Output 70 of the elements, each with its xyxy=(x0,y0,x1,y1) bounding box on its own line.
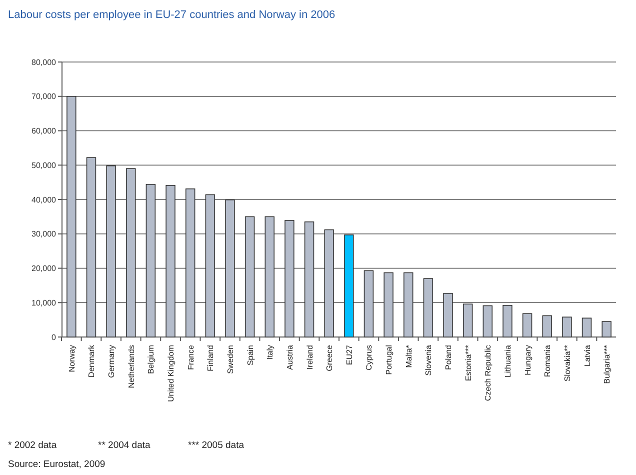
y-tick-label: 40,000 xyxy=(32,195,57,204)
bar xyxy=(404,272,414,338)
bar xyxy=(443,292,453,338)
x-tick-label: Latvia xyxy=(582,344,592,366)
bar xyxy=(582,318,592,338)
x-tick-label: Cyprus xyxy=(364,345,374,370)
bar xyxy=(264,216,274,338)
bar xyxy=(482,305,493,338)
x-tick-label: Lithuania xyxy=(503,344,512,378)
bar xyxy=(462,304,473,338)
x-tick-label: Bulgaria*** xyxy=(602,345,612,384)
bar xyxy=(602,321,612,338)
x-tick-label: Sweden xyxy=(226,345,235,374)
bar xyxy=(66,96,76,338)
x-tick-label: EU27 xyxy=(344,344,354,366)
y-tick-label: 30,000 xyxy=(32,230,57,239)
y-tick-label: 0 xyxy=(52,332,57,342)
bar xyxy=(324,229,334,338)
x-tick-label: Estonia*** xyxy=(464,345,473,382)
x-tick-label: United Kingdom xyxy=(166,344,176,402)
x-tick-label: Austria xyxy=(285,344,294,370)
bar xyxy=(344,234,354,338)
bar xyxy=(106,165,116,338)
bar xyxy=(284,220,294,338)
y-tick-label: 60,000 xyxy=(32,126,57,136)
x-tick-label: Czech Republic xyxy=(484,345,493,402)
y-tick-label: 50,000 xyxy=(32,160,57,170)
source-note: Source: Eurostat, 2009 xyxy=(8,459,106,470)
x-tick-label: France xyxy=(186,344,196,370)
x-tick-label: Netherlands xyxy=(126,345,136,388)
bar xyxy=(502,304,512,338)
x-tick-label: Slovenia xyxy=(424,344,434,376)
y-tick-label: 10,000 xyxy=(32,298,57,308)
bar xyxy=(244,216,255,338)
x-tick-label: Hungary xyxy=(523,345,532,376)
bar xyxy=(364,270,374,338)
x-tick-label: Ireland xyxy=(305,345,314,370)
x-tick-label: Finland xyxy=(206,345,216,372)
chart-title: Labour costs per employee in EU-27 countries and Norway in 2006 xyxy=(8,9,336,21)
x-tick-label: Italy xyxy=(266,345,275,360)
y-tick-label: 20,000 xyxy=(32,264,57,274)
text: * 2002 data xyxy=(8,440,58,451)
x-tick-label: Germany xyxy=(107,345,116,378)
y-tick-label: 70,000 xyxy=(32,92,57,102)
bar xyxy=(304,221,314,338)
x-tick-label: Greece xyxy=(325,344,334,372)
bar xyxy=(522,313,532,338)
y-tick-label: 80,000 xyxy=(32,58,57,67)
text: *** 2005 data xyxy=(188,440,245,451)
x-tick-label: Denmark xyxy=(87,344,96,378)
bar xyxy=(86,157,96,338)
x-tick-label: Portugal xyxy=(384,344,394,375)
x-tick-label: Malta* xyxy=(404,345,414,368)
bar xyxy=(423,278,434,338)
x-tick-label: Romania xyxy=(543,344,552,378)
bar xyxy=(185,188,196,338)
bar xyxy=(384,272,394,338)
x-tick-label: Norway xyxy=(67,345,76,372)
x-tick-label: Belgium xyxy=(146,344,156,374)
bar xyxy=(542,315,552,338)
x-tick-label: Slovakia** xyxy=(562,345,572,382)
bar xyxy=(166,185,176,338)
bar xyxy=(146,184,156,338)
text: ** 2004 data xyxy=(98,440,152,451)
bar xyxy=(225,199,235,338)
bar xyxy=(126,168,136,338)
x-tick-label: Poland xyxy=(444,345,454,370)
x-tick-label: Spain xyxy=(246,345,255,366)
bar xyxy=(562,316,572,338)
bar xyxy=(205,194,216,338)
